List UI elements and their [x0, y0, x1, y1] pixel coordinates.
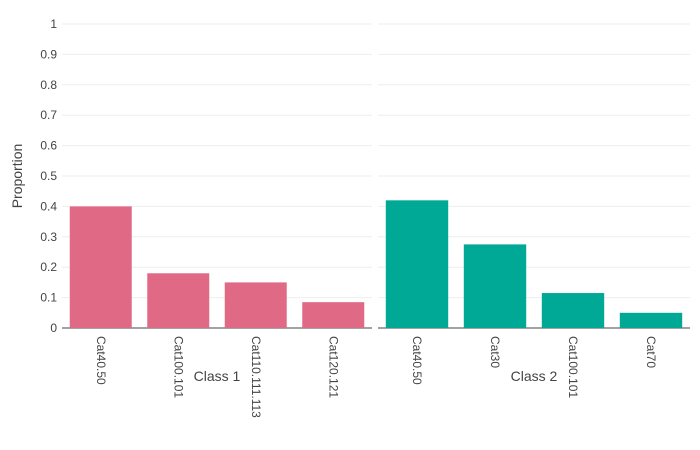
y-tick-label: 0.1	[40, 291, 57, 305]
y-tick-label: 0.3	[40, 230, 57, 244]
x-tick-label: Cat100.101	[566, 336, 580, 398]
bar[interactable]	[69, 206, 132, 328]
x-tick-label: Cat40.50	[410, 336, 424, 385]
panel-xlabel: Class 2	[511, 368, 558, 384]
x-tick-label: Cat120.121	[326, 336, 340, 398]
x-tick-label: Cat100.101	[171, 336, 185, 398]
y-axis-title: Proportion	[9, 144, 25, 209]
y-tick-label: 0.4	[40, 199, 57, 213]
x-tick-label: Cat110.111.113	[249, 336, 263, 418]
bar[interactable]	[302, 302, 365, 328]
bar[interactable]	[224, 282, 287, 328]
y-tick-label: 0.7	[40, 108, 57, 122]
panel-xlabel: Class 1	[194, 368, 241, 384]
x-tick-label: Cat70	[644, 336, 658, 368]
y-tick-label: 0.2	[40, 260, 57, 274]
y-tick-label: 0.8	[40, 78, 57, 92]
y-tick-label: 0.9	[40, 47, 57, 61]
y-tick-label: 0.5	[40, 169, 57, 183]
y-tick-label: 0	[50, 321, 57, 335]
y-tick-label: 0.6	[40, 139, 57, 153]
bar[interactable]	[619, 312, 683, 328]
bar[interactable]	[385, 200, 449, 328]
y-tick-label: 1	[50, 17, 57, 31]
x-tick-label: Cat30	[488, 336, 502, 368]
bar[interactable]	[541, 293, 605, 328]
bar[interactable]	[147, 273, 210, 328]
x-tick-label: Cat40.50	[94, 336, 108, 385]
bar[interactable]	[463, 244, 527, 328]
